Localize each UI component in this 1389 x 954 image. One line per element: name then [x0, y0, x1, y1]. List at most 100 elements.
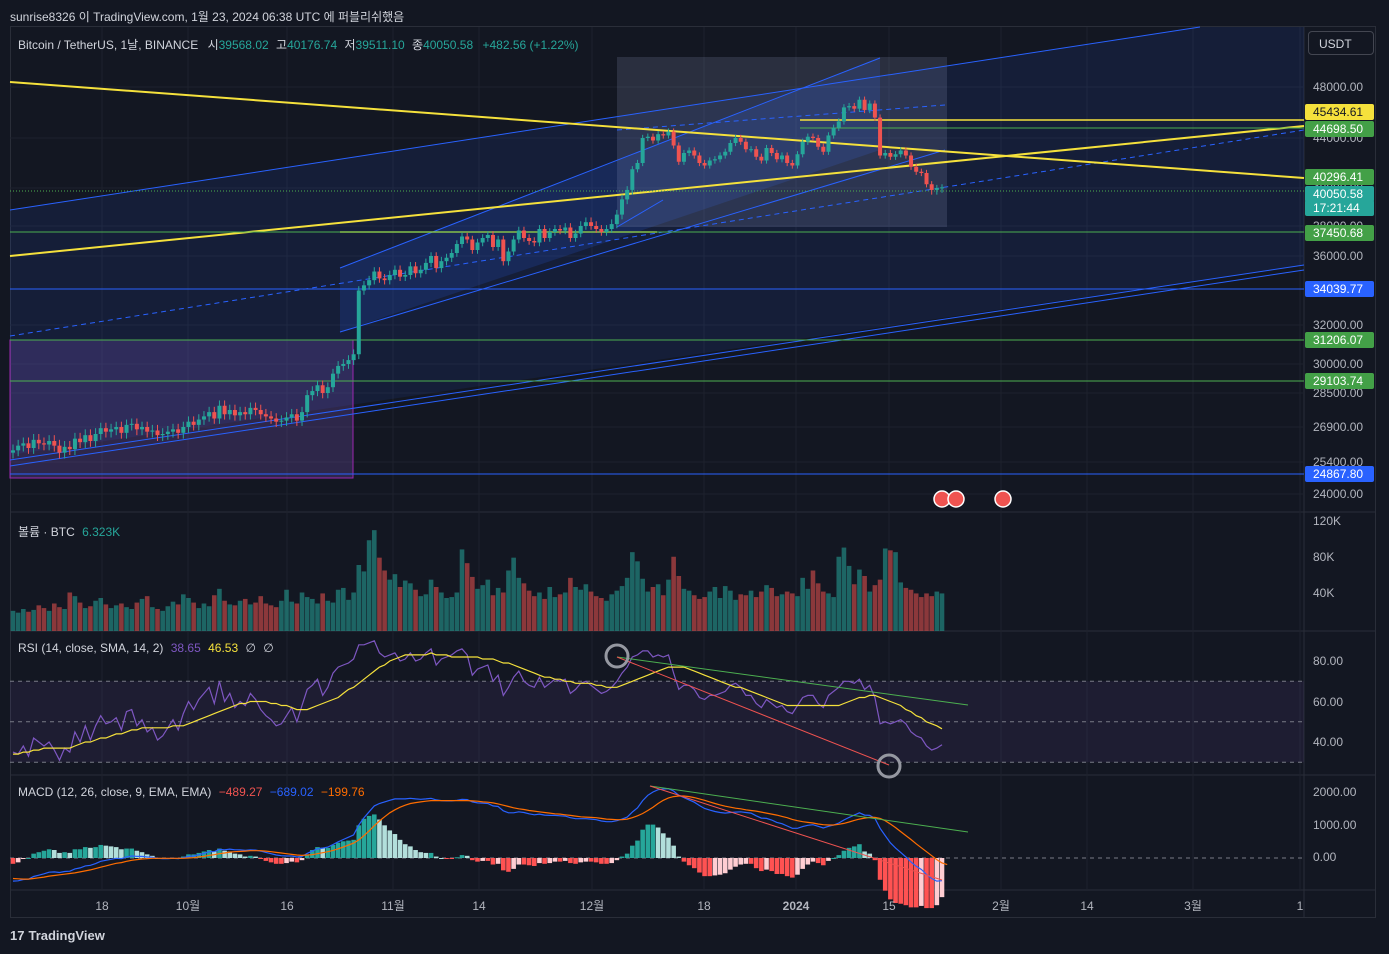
candle-body — [439, 261, 444, 269]
candle-body — [429, 256, 434, 263]
volume-bar — [67, 592, 73, 631]
macd-histogram-bar — [733, 858, 738, 867]
currency-selector[interactable]: USDT — [1308, 31, 1374, 55]
candle-body — [676, 145, 681, 162]
price-label-green: 44698.50 — [1313, 122, 1363, 136]
tradingview-footer[interactable]: 17 TradingView — [10, 928, 105, 943]
volume-bar — [820, 591, 826, 631]
macd-histogram-bar — [454, 857, 460, 859]
price-label-green: 37450.68 — [1313, 226, 1363, 240]
macd-histogram-bar — [346, 840, 351, 858]
price-tick-label: 30000.00 — [1313, 357, 1363, 371]
candle-body — [460, 236, 465, 244]
volume-bar — [237, 600, 243, 631]
volume-bar — [170, 601, 176, 631]
macd-histogram-bar — [898, 858, 904, 904]
macd-histogram-bar — [382, 825, 387, 858]
volume-bar — [526, 590, 532, 631]
candle-body — [315, 385, 320, 392]
rsi-name[interactable]: RSI (14, close, SMA, 14, 2) — [18, 641, 164, 655]
candle-body — [186, 421, 191, 427]
candle-body — [269, 416, 274, 419]
candle-body — [403, 274, 408, 277]
volume-bar — [273, 607, 279, 631]
volume-bar — [408, 583, 413, 631]
volume-bar — [614, 590, 620, 631]
time-tick-label: 14 — [1080, 899, 1094, 913]
macd-histogram-bar — [485, 858, 491, 861]
volume-bar — [232, 605, 238, 631]
consolidation-box — [617, 57, 947, 227]
macd-histogram-bar — [722, 858, 728, 874]
channel-lower-line-2 — [9, 269, 1305, 467]
symbol-name[interactable]: Bitcoin / TetherUS, 1날, BINANCE — [18, 38, 199, 52]
macd-histogram-bar — [495, 858, 501, 864]
volume-bar — [640, 578, 645, 631]
macd-histogram-bar — [103, 845, 109, 858]
candle-body — [769, 148, 774, 153]
candle-body — [31, 439, 36, 448]
volume-bar — [248, 604, 253, 631]
candle-body — [712, 159, 717, 161]
volume-bar — [583, 584, 589, 631]
candle-body — [196, 419, 201, 425]
candle-body — [836, 121, 841, 128]
volume-bar — [805, 588, 811, 631]
volume-bar — [588, 591, 594, 631]
candle-body — [867, 103, 872, 110]
candle-body — [398, 269, 403, 277]
price-label-timer: 17:21:44 — [1313, 201, 1360, 215]
candle-body — [11, 450, 15, 453]
volume-bar — [557, 594, 563, 631]
volume-bar — [382, 570, 387, 631]
candle-body — [305, 395, 310, 413]
volume-bar — [882, 548, 888, 631]
volume-bar — [800, 577, 805, 631]
volume-bar — [124, 607, 129, 631]
volume-name[interactable]: 볼륨 · BTC — [18, 525, 75, 539]
volume-bar — [531, 596, 537, 631]
volume-bar — [676, 576, 682, 631]
macd-histogram-bar — [139, 852, 145, 858]
macd-histogram-bar — [88, 847, 93, 858]
volume-bar — [929, 596, 934, 631]
volume-bar — [702, 597, 707, 631]
volume-bar — [82, 608, 88, 631]
macd-histogram-bar — [258, 858, 264, 859]
volume-bar — [258, 596, 264, 631]
candle-body — [909, 155, 914, 167]
macd-histogram-bar — [929, 858, 934, 909]
macd-histogram-bar — [893, 858, 898, 904]
volume-bar — [433, 587, 439, 631]
macd-name[interactable]: MACD (12, 26, close, 9, EMA, EMA) — [18, 785, 212, 799]
macd-histogram-bar — [624, 853, 630, 858]
macd-histogram-bar — [113, 847, 119, 858]
macd-histogram-bar — [196, 852, 202, 858]
price-label-blue: 34039.77 — [1313, 282, 1363, 296]
candle-body — [325, 387, 330, 393]
candle-body — [201, 416, 206, 420]
candle-body — [207, 412, 212, 417]
volume-bar — [186, 598, 191, 631]
rsi-extra2: ∅ — [263, 641, 274, 655]
price-label-blue: 24867.80 — [1313, 467, 1363, 481]
volume-bar — [103, 604, 109, 631]
volume-bar — [774, 596, 780, 631]
tradingview-brand: TradingView — [28, 928, 105, 943]
channel-upper-line — [9, 26, 1201, 211]
candle-body — [506, 251, 511, 262]
volume-bar — [51, 603, 57, 631]
candle-body — [57, 445, 62, 453]
volume-bar — [475, 588, 480, 631]
macd-divergence-lower — [649, 785, 943, 881]
candle-body — [914, 166, 919, 172]
candle-body — [552, 229, 557, 232]
candle-body — [872, 103, 877, 118]
macd-histogram-bar — [913, 858, 919, 908]
rsi-band-fill — [10, 681, 1304, 763]
inner-channel-top — [339, 57, 881, 269]
volume-bar — [366, 540, 372, 631]
candle-body — [687, 150, 692, 153]
macd-histogram-bar — [784, 858, 790, 877]
